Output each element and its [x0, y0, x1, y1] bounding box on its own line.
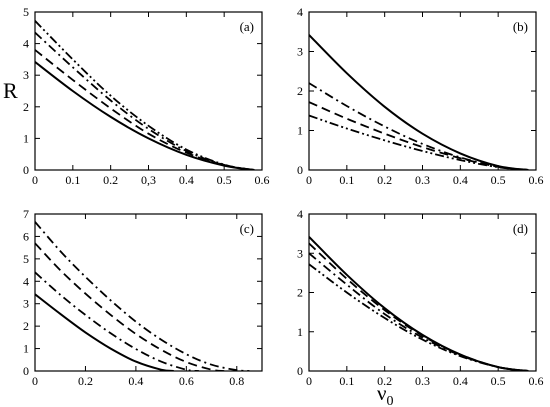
x-tick-label: 0.6	[529, 374, 544, 388]
y-tick-label: 0	[297, 364, 303, 378]
x-tick-label: 0.3	[415, 374, 430, 388]
x-tick-label: 0	[32, 374, 38, 388]
x-tick-label: 0.5	[217, 173, 232, 187]
y-tick-label: 1	[23, 131, 29, 145]
y-tick-label: 1	[23, 342, 29, 356]
series-line-dashdot	[35, 271, 199, 371]
series-line-solid	[35, 61, 255, 170]
x-tick-label: 0.1	[65, 173, 80, 187]
x-tick-label: 0	[306, 173, 312, 187]
x-tick-label: 0.5	[491, 374, 506, 388]
x-tick-label: 0.2	[377, 374, 392, 388]
panel-d: 0 0.1 0.2 0.3 0.4 0.5 0.6 0 1 2 3 4 (d)	[297, 207, 544, 388]
y-tick-label: 2	[23, 100, 29, 114]
series-line-dashdot	[309, 252, 529, 371]
series-group	[35, 221, 250, 371]
x-tick-label: 0,3	[141, 173, 156, 187]
series-line-dashed	[35, 242, 225, 371]
x-tick-label: 0.3	[415, 173, 430, 187]
plot-frame	[34, 11, 263, 171]
series-line-dashdotdot	[35, 20, 255, 170]
y-tick-label: 4	[297, 5, 303, 19]
series-line-solid	[309, 236, 529, 371]
y-tick-label: 3	[297, 45, 303, 59]
y-tick-label: 0	[297, 163, 303, 177]
y-tick-label: 3	[297, 246, 303, 260]
y-tick-label: 2	[23, 319, 29, 333]
y-tick-label: 4	[23, 274, 29, 288]
y-tick-label: 2	[297, 84, 303, 98]
x-tick-label: 0.6	[529, 173, 544, 187]
panel-a: 0 0.1 0.2 0,3 0.4 0.5 0.6 0 1 2 3 4 5 (a)	[23, 5, 270, 187]
panel-label: (a)	[240, 19, 254, 34]
series-line-solid	[35, 293, 174, 371]
x-tick-label: 0	[32, 173, 38, 187]
y-tick-label: 0	[23, 163, 29, 177]
y-tick-label: 7	[23, 207, 29, 221]
series-line-dashdot	[35, 221, 250, 371]
panel-c: 0 0.2 0.4 0.6 0.8 0 1 2 3 4 5 6 7 (c)	[23, 207, 263, 388]
y-tick-label: 5	[23, 5, 29, 19]
series-line-dashdot	[309, 82, 529, 170]
y-tick-label: 0	[23, 364, 29, 378]
series-line-dashed	[35, 49, 255, 170]
series-group	[309, 34, 529, 170]
y-tick-label: 3	[23, 297, 29, 311]
figure-ylabel: R	[3, 78, 18, 103]
x-tick-label: 0.2	[103, 173, 118, 187]
figure-xlabel: ν0	[377, 381, 394, 407]
x-tick-label: 0.5	[491, 173, 506, 187]
series-group	[309, 236, 529, 371]
plot-frame	[308, 213, 537, 372]
y-tick-label: 1	[297, 325, 303, 339]
panel-label: (d)	[513, 221, 528, 236]
x-tick-label: 0.8	[229, 374, 244, 388]
series-line-dashed	[309, 242, 529, 371]
panel-label: (b)	[513, 19, 528, 34]
panel-b: 0 0.1 0.2 0.3 0.4 0.5 0.6 0 1 2 3 4 (b)	[297, 5, 544, 187]
y-tick-label: 1	[297, 124, 303, 138]
x-tick-label: 0.6	[255, 173, 270, 187]
series-line-dashdotdot	[309, 263, 529, 371]
x-tick-label: 0.4	[179, 173, 194, 187]
series-line-dashed	[309, 101, 529, 170]
y-tick-label: 2	[297, 286, 303, 300]
y-tick-label: 5	[23, 252, 29, 266]
figure-xlabel-symbol: ν	[377, 381, 387, 405]
x-tick-label: 0.2	[78, 374, 93, 388]
panel-label: (c)	[240, 221, 254, 236]
x-tick-label: 0.4	[128, 374, 143, 388]
x-tick-label: 0.1	[339, 374, 354, 388]
series-line-dashdotdot	[309, 114, 529, 170]
x-tick-label: 0.2	[377, 173, 392, 187]
plot-frame	[34, 213, 263, 372]
x-tick-label: 0.4	[453, 173, 468, 187]
x-tick-label: 0.1	[339, 173, 354, 187]
x-tick-label: 0	[306, 374, 312, 388]
x-tick-label: 0.6	[179, 374, 194, 388]
series-group	[35, 20, 255, 170]
series-line-dashdot	[35, 31, 255, 170]
plot-frame	[308, 11, 537, 171]
y-tick-label: 6	[23, 229, 29, 243]
x-tick-label: 0.4	[453, 374, 468, 388]
figure-xlabel-subscript: 0	[387, 394, 394, 407]
y-tick-label: 3	[23, 68, 29, 82]
y-tick-label: 4	[297, 207, 303, 221]
y-tick-label: 4	[23, 37, 29, 51]
panels: 0 0.1 0.2 0,3 0.4 0.5 0.6 0 1 2 3 4 5 (a) 0 0.1 0.2 0.3 0.…	[23, 5, 544, 388]
